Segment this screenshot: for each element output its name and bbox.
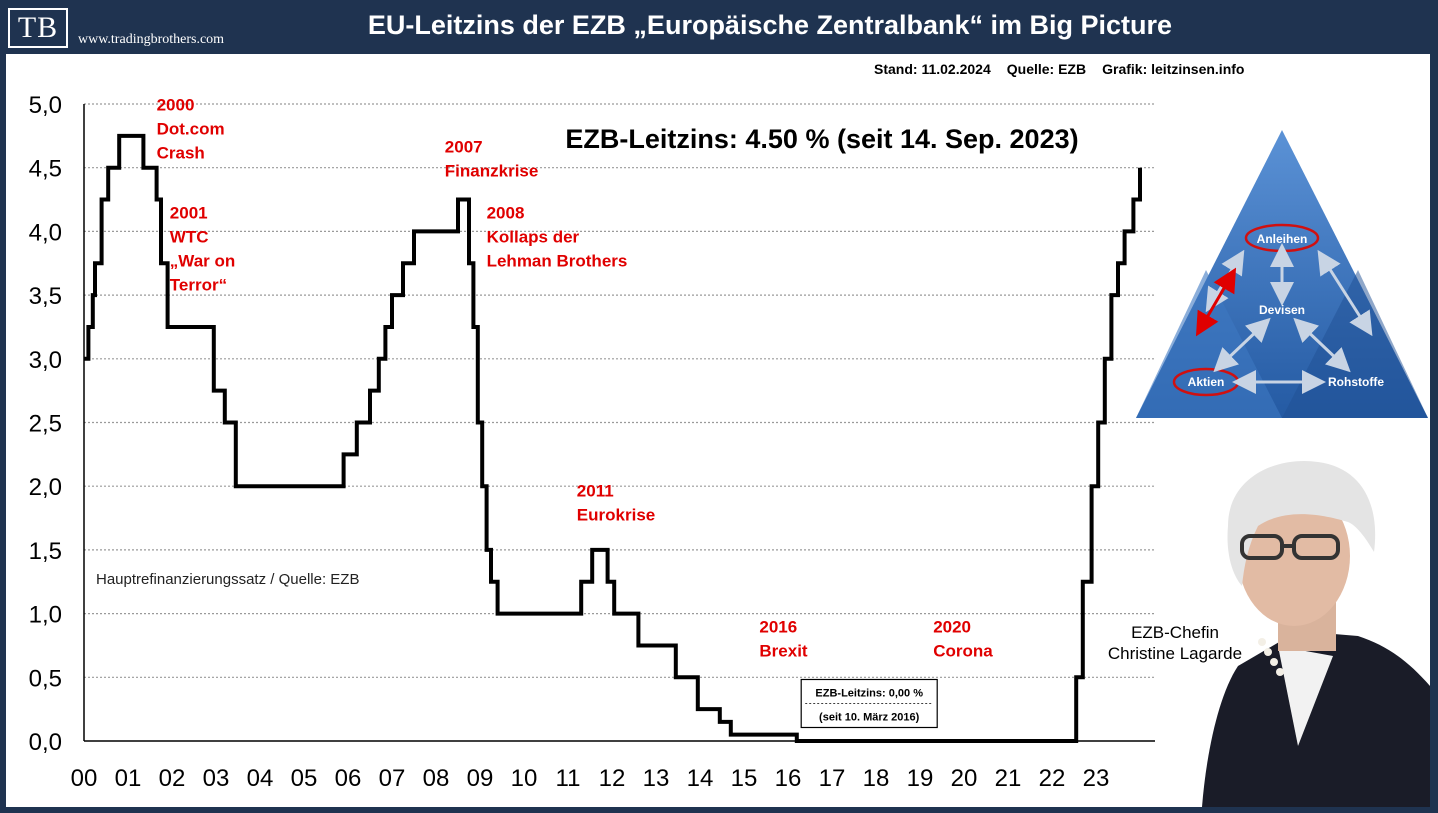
event-annotation: 2020 Corona — [933, 618, 993, 661]
x-tick-label: 16 — [775, 765, 802, 792]
portrait-glasses — [1240, 534, 1340, 560]
pyramid-right-label: Rohstoffe — [1328, 375, 1384, 389]
portrait-hair — [1227, 460, 1376, 586]
market-pyramid: Anleihen Devisen Aktien Rohstoffe — [1136, 130, 1428, 418]
x-tick-label: 17 — [819, 765, 846, 792]
meta-quelle: Quelle: EZB — [1006, 61, 1087, 77]
annotation-line: Finanzkrise — [445, 161, 539, 180]
lagarde-photo — [1202, 460, 1430, 807]
event-annotation: 2001 WTC „War on Terror“ — [170, 204, 235, 295]
annotation-line: 2016 — [759, 618, 797, 637]
y-tick-label: 2,5 — [29, 411, 62, 438]
x-tick-label: 02 — [159, 765, 186, 792]
event-annotation: 2000 Dot.com Crash — [157, 95, 225, 162]
arrow-center-left — [1213, 317, 1271, 373]
annotation-line: Corona — [933, 642, 993, 661]
annotation-line: Eurokrise — [577, 505, 655, 524]
callout-line: EZB-Leitzins: 0,00 % — [815, 687, 923, 699]
x-tick-label: 13 — [643, 765, 670, 792]
x-tick-label: 19 — [907, 765, 934, 792]
x-tick-label: 06 — [335, 765, 362, 792]
callout-line: (seit 10. März 2016) — [819, 711, 920, 723]
annotation-line: Dot.com — [157, 119, 225, 138]
y-tick-label: 3,5 — [29, 283, 62, 310]
x-axis-labels: 00 01 02 03 04 05 06 07 08 09 10 11 12 13 14 15 16 17 18 19… — [71, 765, 1110, 792]
y-tick-label: 2,0 — [29, 474, 62, 501]
y-tick-label: 1,5 — [29, 538, 62, 565]
y-tick-label: 4,5 — [29, 156, 62, 183]
annotation-line: WTC — [170, 228, 209, 247]
arrow-red-left — [1195, 267, 1237, 337]
portrait-jacket — [1202, 631, 1430, 807]
meta-stand: Stand: 11.02.2024 — [874, 61, 991, 77]
chart-panel — [6, 54, 1430, 807]
annotation-line: 2000 — [157, 95, 195, 114]
caption-line2: Christine Lagarde — [1107, 644, 1243, 663]
x-tick-label: 21 — [995, 765, 1022, 792]
y-tick-label: 0,0 — [29, 729, 62, 756]
x-tick-label: 20 — [951, 765, 978, 792]
annotation-line: 2008 — [487, 204, 525, 223]
annotation-line: Lehman Brothers — [487, 252, 628, 271]
annotation-line: „War on — [170, 252, 235, 271]
x-tick-label: 08 — [423, 765, 450, 792]
pyramid-top-label: Anleihen — [1257, 232, 1308, 246]
zero-rate-callout: EZB-Leitzins: 0,00 % (seit 10. März 2016) — [800, 678, 938, 729]
header: TB www.tradingbrothers.com EU-Leitzins d… — [0, 0, 1438, 54]
y-tick-label: 4,0 — [29, 219, 62, 246]
x-tick-label: 04 — [247, 765, 274, 792]
x-tick-label: 05 — [291, 765, 318, 792]
chart-source-label: Hauptrefinanzierungssatz / Quelle: EZB — [96, 571, 359, 588]
event-annotation: 2007 Finanzkrise — [445, 137, 539, 180]
page-title: EU-Leitzins der EZB „Europäische Zentral… — [367, 10, 1173, 40]
x-tick-label: 22 — [1039, 765, 1066, 792]
pyramid-left-label: Aktien — [1188, 375, 1225, 389]
caption-line1: EZB-Chefin — [1131, 623, 1219, 642]
annotation-line: Terror“ — [170, 276, 227, 295]
x-tick-label: 07 — [379, 765, 406, 792]
x-tick-label: 00 — [71, 765, 98, 792]
lagarde-caption: EZB-Chefin Christine Lagarde — [1090, 622, 1260, 664]
arrow-top-right — [1317, 249, 1373, 337]
logo[interactable]: TB — [8, 8, 68, 48]
annotation-line: Brexit — [759, 642, 808, 661]
annotation-line: 2020 — [933, 618, 971, 637]
site-link[interactable]: www.tradingbrothers.com — [78, 32, 225, 47]
event-annotation: 2008 Kollaps der Lehman Brothers — [487, 204, 628, 271]
pyramid-center-label: Devisen — [1259, 303, 1305, 317]
y-tick-label: 3,0 — [29, 347, 62, 374]
rate-line — [84, 133, 1142, 743]
chart-title: EZB-Leitzins: 4.50 % (seit 14. Sep. 2023… — [565, 124, 1078, 154]
x-tick-label: 18 — [863, 765, 890, 792]
y-tick-label: 1,0 — [29, 602, 62, 629]
x-tick-label: 10 — [511, 765, 538, 792]
annotation-line: 2001 — [170, 204, 208, 223]
x-tick-label: 12 — [599, 765, 626, 792]
event-annotation: 2011 Eurokrise — [577, 481, 655, 524]
x-tick-label: 14 — [687, 765, 714, 792]
arrow-center-right — [1293, 317, 1351, 373]
meta-line: Stand: 11.02.2024 Quelle: EZB Grafik: leit… — [874, 61, 1260, 77]
y-tick-label: 5,0 — [29, 92, 62, 119]
meta-grafik: Grafik: leitzinsen.info — [1102, 61, 1245, 77]
x-tick-label: 23 — [1083, 765, 1110, 792]
annotation-line: Kollaps der — [487, 228, 580, 247]
x-tick-label: 01 — [115, 765, 142, 792]
annotation-line: Crash — [157, 143, 205, 162]
portrait-pearls — [1258, 638, 1284, 676]
x-tick-label: 11 — [556, 765, 581, 792]
grid-lines — [84, 103, 1155, 678]
y-tick-label: 0,5 — [29, 665, 62, 692]
annotation-line: 2011 — [577, 481, 614, 500]
y-axis-labels: 0,0 0,5 1,0 1,5 2,0 2,5 3,0 3,5 4,0 4,5 5,0 — [29, 92, 62, 756]
x-tick-label: 09 — [467, 765, 494, 792]
x-tick-label: 03 — [203, 765, 230, 792]
annotation-line: 2007 — [445, 137, 483, 156]
x-tick-label: 15 — [731, 765, 758, 792]
event-annotation: 2016 Brexit — [759, 618, 808, 661]
portrait-shirt — [1278, 646, 1333, 746]
